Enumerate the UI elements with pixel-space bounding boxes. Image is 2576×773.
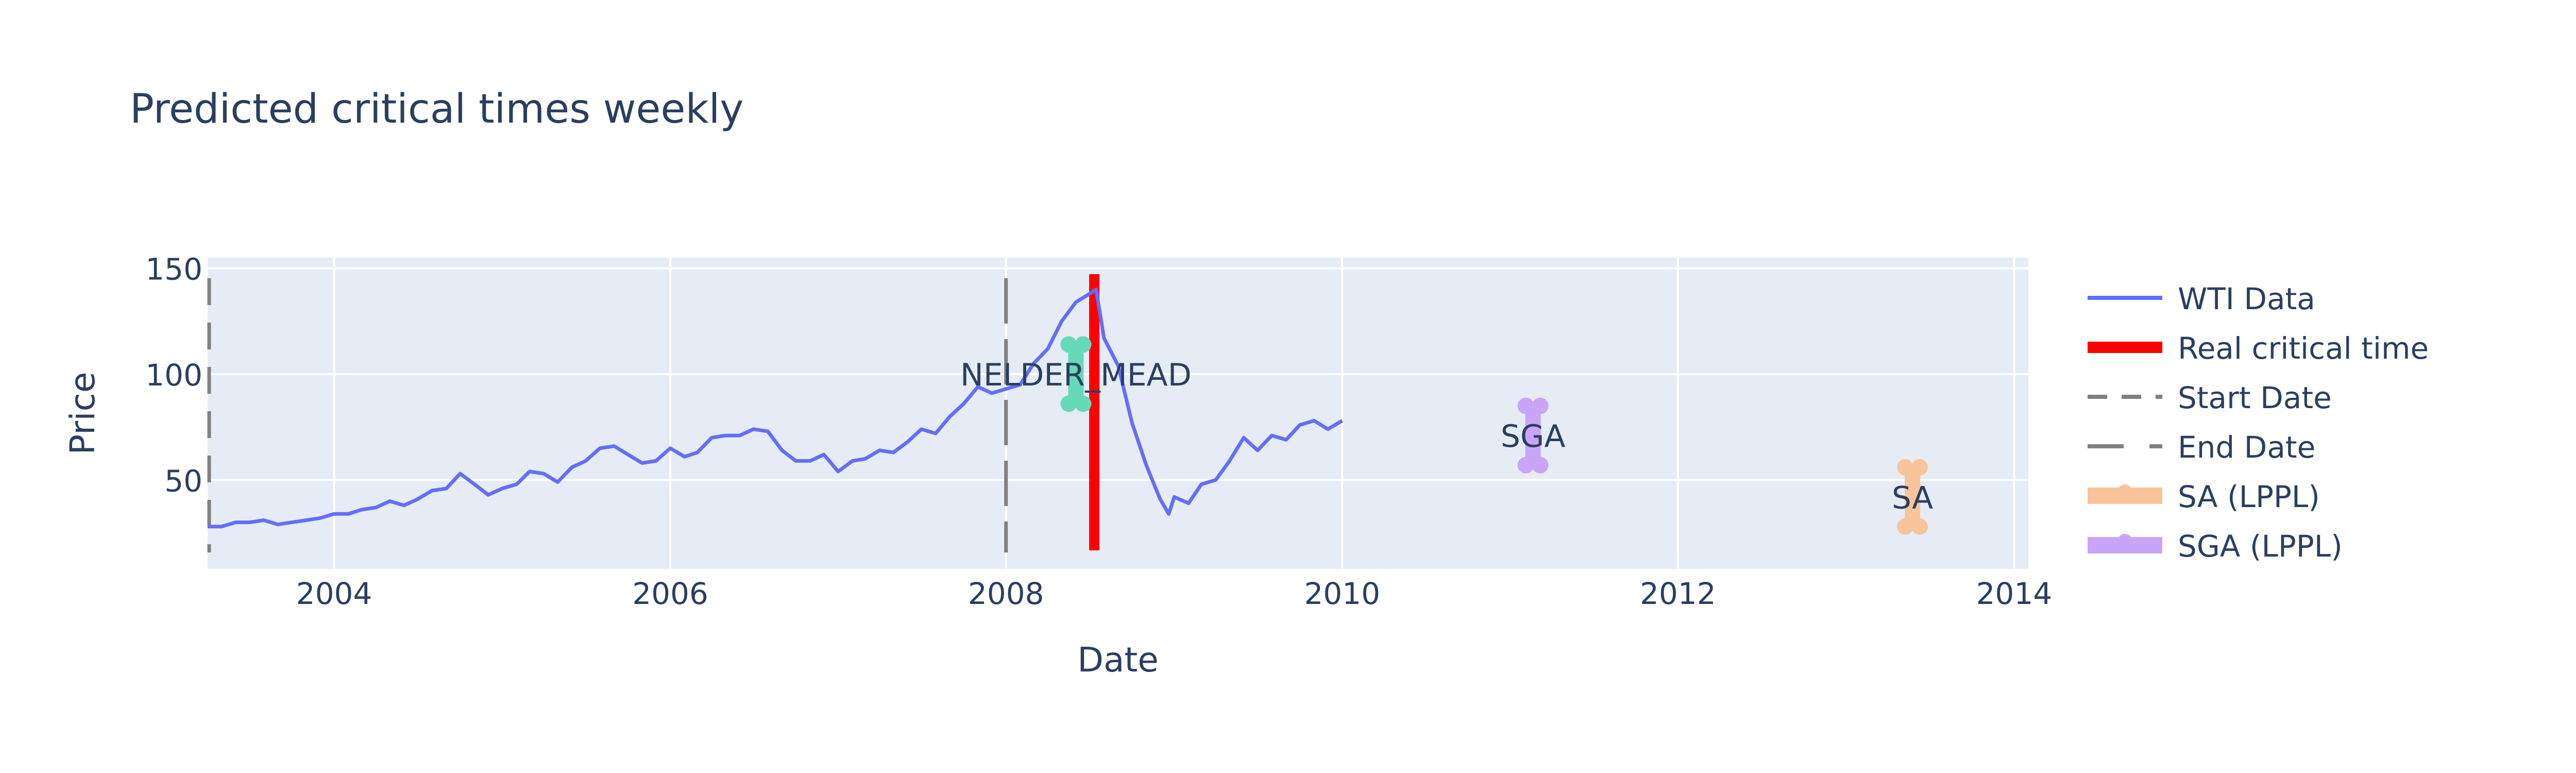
- x-tick-label: 2004: [296, 576, 372, 611]
- chart-title: Predicted critical times weekly: [130, 86, 743, 132]
- legend: WTI Data Real critical time Start Date End …: [2088, 281, 2429, 564]
- prediction-point: [1911, 459, 1928, 476]
- y-tick-label: 50: [164, 463, 202, 498]
- predictions: NELDER_MEAD SGA SA: [960, 336, 1933, 535]
- legend-label: SA (LPPL): [2178, 479, 2320, 514]
- legend-marker: [2117, 534, 2132, 548]
- prediction-point: [1075, 395, 1092, 412]
- x-tick-label: 2006: [632, 576, 708, 611]
- legend-label: End Date: [2178, 430, 2315, 465]
- x-axis-label: Date: [1077, 640, 1159, 680]
- prediction-nelder_mead: NELDER_MEAD: [960, 336, 1192, 412]
- prediction-point: [1911, 518, 1928, 535]
- prediction-label: SA: [1892, 480, 1933, 516]
- y-axis-ticks: 50 100 150: [145, 252, 202, 499]
- x-tick-label: 2014: [1976, 576, 2053, 611]
- prediction-point: [1532, 457, 1549, 474]
- legend-item-sga: SGA (LPPL): [2088, 529, 2343, 564]
- prediction-point: [1517, 457, 1534, 474]
- prediction-sga: SGA: [1501, 397, 1566, 474]
- prediction-point: [1075, 336, 1092, 353]
- legend-item-end: End Date: [2088, 430, 2315, 465]
- x-tick-label: 2008: [968, 576, 1044, 611]
- legend-item-sa: SA (LPPL): [2088, 479, 2320, 514]
- x-tick-label: 2010: [1304, 576, 1380, 611]
- data-series: [208, 288, 1343, 529]
- plot-area: [208, 258, 2028, 569]
- prediction-label: NELDER_MEAD: [960, 357, 1192, 393]
- prediction-point: [1517, 397, 1534, 414]
- legend-marker: [2117, 484, 2132, 499]
- prediction-point: [1897, 459, 1914, 476]
- legend-label: WTI Data: [2178, 281, 2315, 316]
- prediction-label: SGA: [1501, 418, 1566, 455]
- prediction-point: [1532, 397, 1549, 414]
- x-axis-ticks: 2004 2006 2008 2010 2012 2014: [296, 576, 2052, 611]
- legend-label: Start Date: [2178, 380, 2332, 415]
- y-tick-label: 100: [145, 358, 202, 393]
- vertical-markers: [207, 274, 1100, 552]
- legend-item-real: Real critical time: [2088, 331, 2429, 366]
- prediction-point: [1897, 518, 1914, 535]
- y-axis-label: Price: [63, 372, 103, 455]
- legend-label: Real critical time: [2178, 331, 2429, 366]
- legend-item-wti: WTI Data: [2088, 281, 2315, 316]
- legend-label: SGA (LPPL): [2178, 529, 2343, 564]
- y-tick-label: 150: [145, 252, 202, 287]
- wti-data-line: [208, 288, 1343, 529]
- prediction-point: [1060, 336, 1077, 353]
- legend-item-start: Start Date: [2088, 380, 2332, 415]
- prediction-point: [1060, 395, 1077, 412]
- x-tick-label: 2012: [1640, 576, 1716, 611]
- prediction-sa: SA: [1892, 459, 1933, 535]
